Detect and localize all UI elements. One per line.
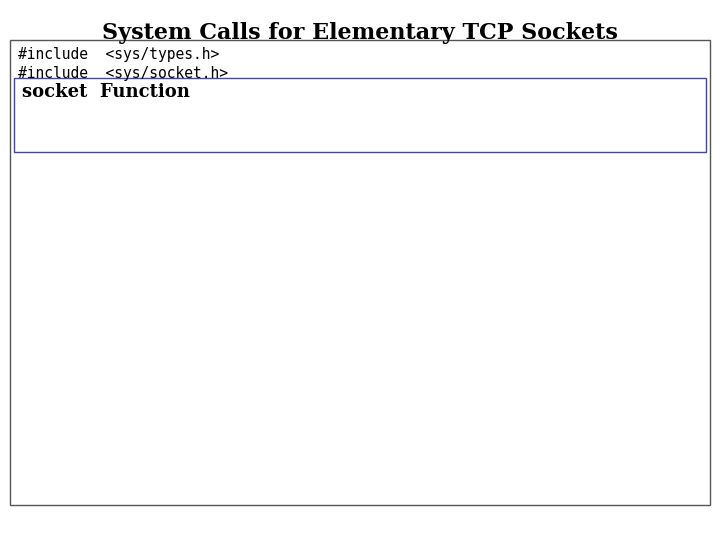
Text: System Calls for Elementary TCP Sockets: System Calls for Elementary TCP Sockets <box>102 22 618 44</box>
Text: TCP: TCP <box>319 224 343 238</box>
Text: #include  <sys/types.h>: #include <sys/types.h> <box>18 47 220 62</box>
Text: datagram socket: datagram socket <box>214 237 340 251</box>
Text: stream socket: stream socket <box>214 224 323 238</box>
Text: on success:: on success: <box>155 274 277 291</box>
Text: SOCK_STREAM: SOCK_STREAM <box>120 224 212 238</box>
Text: int: int <box>104 153 204 170</box>
Text: If  (( sockfd = socket (AF_INET, SOCK_STREAM, 0)) < 0): If (( sockfd = socket (AF_INET, SOCK_STR… <box>104 320 608 338</box>
Text: type:  indicates communications semantics: type: indicates communications semantics <box>104 210 482 227</box>
Text: socket descriptor: socket descriptor <box>250 274 403 291</box>
Text: protocol: set to 0 except for raw sockets: protocol: set to 0 except for raw socket… <box>104 259 459 276</box>
Text: {a small nonnegative integer}: {a small nonnegative integer} <box>369 274 647 291</box>
Text: returns: returns <box>104 274 169 291</box>
Text: protocol: protocol <box>418 153 490 170</box>
Text: type: type <box>348 153 387 170</box>
Text: socket: socket <box>182 153 239 170</box>
Text: Example:: Example: <box>104 305 186 322</box>
Text: ,  int: , int <box>309 153 360 170</box>
Text: raw socket: raw socket <box>214 249 298 263</box>
Text: ( int: ( int <box>226 153 279 170</box>
Text: on error:: on error: <box>132 289 256 307</box>
Text: SOCK_RAW: SOCK_RAW <box>120 249 186 263</box>
Text: family:  specifies the protocol family    {AF_INET for TCP/IP}: family: specifies the protocol family {A… <box>104 194 646 211</box>
Text: UDP: UDP <box>319 237 343 251</box>
Text: -1: -1 <box>228 289 248 307</box>
Text: ,  int: , int <box>378 153 429 170</box>
Text: );: ); <box>474 153 492 170</box>
Text: #include  <sys/socket.h>: #include <sys/socket.h> <box>18 66 228 81</box>
Text: family: family <box>266 153 320 170</box>
Text: err_sys (“socket call error”);: err_sys (“socket call error”); <box>120 336 371 353</box>
Text: socket  Function: socket Function <box>22 83 190 101</box>
Text: SOCK_DGRAM: SOCK_DGRAM <box>120 237 203 251</box>
